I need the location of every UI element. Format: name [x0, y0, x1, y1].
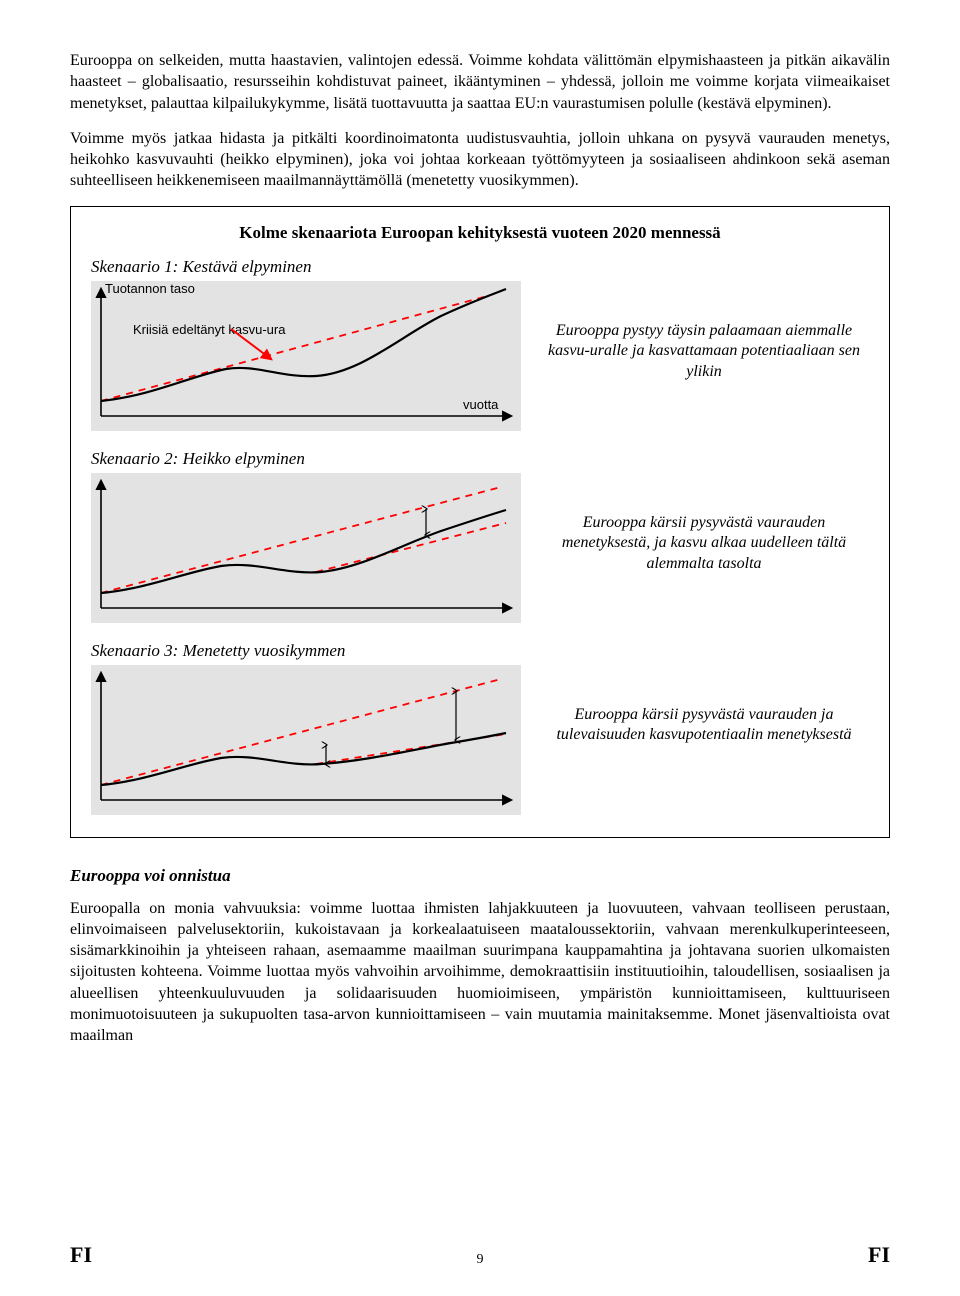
scenario-2-row: Eurooppa kärsii pysyvästä vaurauden mene… [91, 473, 869, 623]
subheading: Eurooppa voi onnistua [70, 866, 890, 886]
scenario-2-title: Skenaario 2: Heikko elpyminen [91, 449, 869, 469]
scenario-3-row: Eurooppa kärsii pysyvästä vaurauden ja t… [91, 665, 869, 815]
scenario-1-desc: Eurooppa pystyy täysin palaamaan aiemmal… [539, 281, 869, 383]
footer-page-number: 9 [477, 1252, 484, 1268]
scenario-2-chart [91, 473, 521, 623]
scenario-3-chart [91, 665, 521, 815]
footer-left: FI [70, 1242, 92, 1268]
page-footer: FI 9 FI [70, 1242, 890, 1268]
scenario-1-row: Tuotannon taso Kriisiä edeltänyt kasvu-ur… [91, 281, 869, 431]
scenario-2-desc: Eurooppa kärsii pysyvästä vaurauden mene… [539, 473, 869, 575]
scenarios-box: Kolme skenaariota Euroopan kehityksestä … [70, 206, 890, 838]
paragraph-3: Euroopalla on monia vahvuuksia: voimme l… [70, 898, 890, 1047]
scenario-3-desc: Eurooppa kärsii pysyvästä vaurauden ja t… [539, 665, 869, 747]
paragraph-1: Eurooppa on selkeiden, mutta haastavien,… [70, 50, 890, 114]
paragraph-2: Voimme myös jatkaa hidasta ja pitkälti k… [70, 128, 890, 192]
svg-text:Tuotannon taso: Tuotannon taso [105, 281, 195, 296]
scenario-1-title: Skenaario 1: Kestävä elpyminen [91, 257, 869, 277]
scenario-3-title: Skenaario 3: Menetetty vuosikymmen [91, 641, 869, 661]
svg-text:vuotta: vuotta [463, 397, 499, 412]
svg-text:Kriisiä edeltänyt kasvu-ura: Kriisiä edeltänyt kasvu-ura [133, 322, 286, 337]
footer-right: FI [868, 1242, 890, 1268]
box-title: Kolme skenaariota Euroopan kehityksestä … [91, 223, 869, 243]
scenario-1-chart: Tuotannon taso Kriisiä edeltänyt kasvu-ur… [91, 281, 521, 431]
